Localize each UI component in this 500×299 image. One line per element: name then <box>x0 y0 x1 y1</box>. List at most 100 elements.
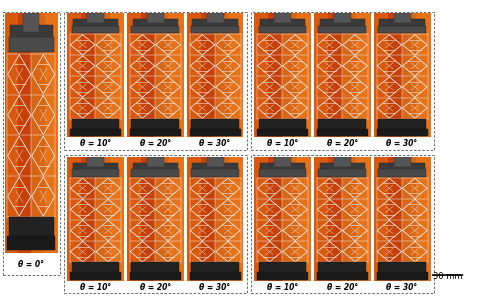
Bar <box>67 13 81 137</box>
Bar <box>282 157 296 281</box>
Bar <box>70 272 121 280</box>
Bar <box>170 13 183 137</box>
Bar <box>201 157 215 281</box>
Bar <box>132 119 179 131</box>
Bar <box>141 157 155 281</box>
Bar <box>87 13 104 23</box>
Bar <box>18 13 32 253</box>
Bar <box>318 169 366 176</box>
Bar <box>32 13 44 253</box>
Text: θ = 10°: θ = 10° <box>80 140 111 149</box>
Bar <box>215 13 230 137</box>
Bar <box>190 272 240 280</box>
Bar <box>130 129 181 136</box>
Bar <box>192 19 238 29</box>
Bar <box>4 13 18 253</box>
Bar <box>132 19 178 29</box>
Bar <box>388 13 402 137</box>
Bar <box>274 13 291 23</box>
Bar <box>191 119 239 131</box>
Bar <box>260 163 305 173</box>
Bar <box>186 157 201 281</box>
Text: (e): (e) <box>254 157 266 166</box>
Text: θ = 20°: θ = 20° <box>140 283 171 292</box>
Bar <box>260 19 305 29</box>
Bar <box>416 157 430 281</box>
Bar <box>328 157 342 281</box>
Bar <box>376 272 428 280</box>
Bar <box>314 13 328 137</box>
Bar <box>258 262 306 274</box>
Bar <box>206 13 224 23</box>
Bar <box>215 157 230 281</box>
Bar <box>378 119 426 131</box>
Bar <box>356 157 370 281</box>
Bar <box>9 217 54 241</box>
Bar <box>316 129 368 136</box>
Bar <box>268 13 282 137</box>
Bar <box>146 157 164 167</box>
Bar <box>318 262 366 274</box>
Bar <box>314 157 328 281</box>
Bar <box>190 129 240 136</box>
Bar <box>274 157 291 167</box>
Bar <box>378 262 426 274</box>
Bar <box>170 157 183 281</box>
Bar <box>342 157 356 281</box>
Text: θ = 20°: θ = 20° <box>326 140 358 149</box>
Bar <box>146 13 164 23</box>
Bar <box>258 26 306 33</box>
Bar <box>67 157 81 281</box>
Bar <box>342 13 356 137</box>
Text: (d): (d) <box>67 157 80 166</box>
Bar <box>201 13 215 137</box>
Bar <box>378 26 426 33</box>
Bar <box>380 163 425 173</box>
Text: (b): (b) <box>67 14 80 23</box>
Bar <box>81 13 96 137</box>
Bar <box>254 157 268 281</box>
Bar <box>110 157 124 281</box>
Text: θ = 0°: θ = 0° <box>18 260 44 269</box>
Bar <box>388 157 402 281</box>
Bar <box>258 169 306 176</box>
Bar <box>254 13 268 137</box>
Bar <box>378 169 426 176</box>
Bar <box>132 26 179 33</box>
Bar <box>81 157 96 281</box>
Bar <box>9 37 54 51</box>
Bar <box>72 169 120 176</box>
Bar <box>316 272 368 280</box>
Text: θ = 30°: θ = 30° <box>200 283 230 292</box>
Bar <box>96 13 110 137</box>
Bar <box>127 13 141 137</box>
Bar <box>141 13 155 137</box>
Bar <box>394 157 410 167</box>
Bar <box>72 262 120 274</box>
Bar <box>268 157 282 281</box>
Text: θ = 10°: θ = 10° <box>267 283 298 292</box>
Text: θ = 30°: θ = 30° <box>200 140 230 149</box>
Text: θ = 20°: θ = 20° <box>326 283 358 292</box>
Bar <box>380 19 425 29</box>
Bar <box>155 13 170 137</box>
Bar <box>402 157 416 281</box>
Bar <box>318 26 366 33</box>
Bar <box>132 169 179 176</box>
Bar <box>282 13 296 137</box>
Bar <box>320 163 365 173</box>
Bar <box>191 262 239 274</box>
Bar <box>318 119 366 131</box>
Bar <box>230 13 243 137</box>
Bar <box>127 157 141 281</box>
Bar <box>10 25 52 44</box>
Bar <box>72 119 120 131</box>
Bar <box>206 157 224 167</box>
Bar <box>110 13 124 137</box>
Bar <box>356 13 370 137</box>
Bar <box>258 119 306 131</box>
Bar <box>192 163 238 173</box>
Text: θ = 20°: θ = 20° <box>140 140 171 149</box>
Bar <box>191 26 239 33</box>
Bar <box>257 129 308 136</box>
